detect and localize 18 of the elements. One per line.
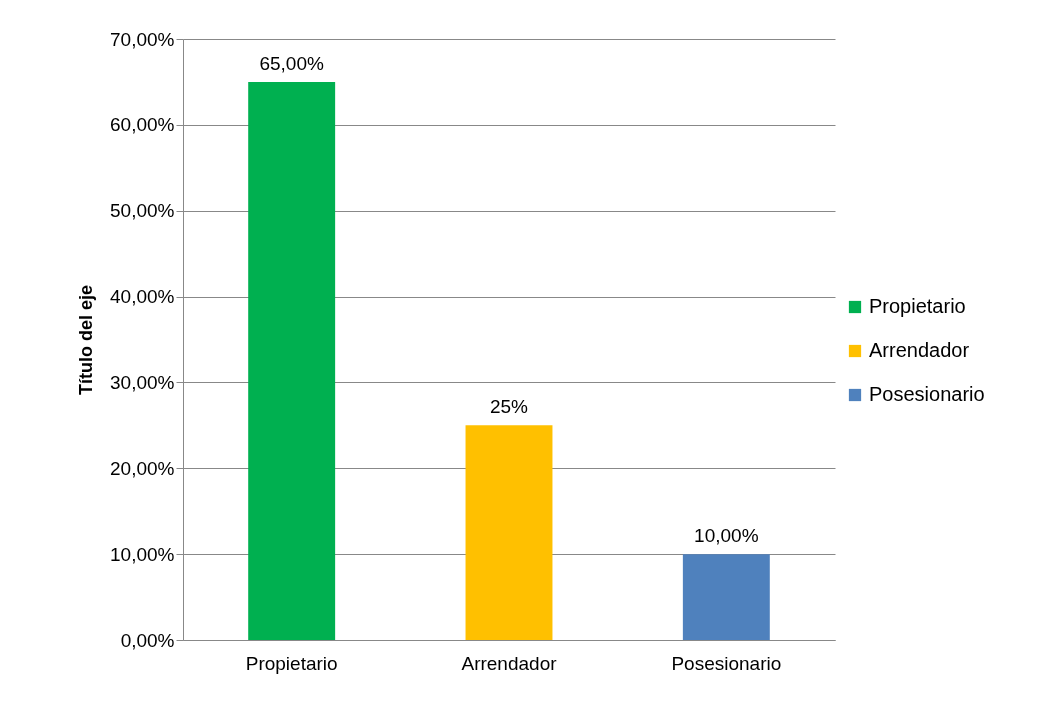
legend-label: Posesionario	[869, 383, 985, 405]
x-tick-label: Posesionario	[671, 652, 782, 674]
y-tick-label: 10,00%	[110, 543, 175, 565]
legend-label: Arrendador	[869, 339, 970, 361]
y-tick-label: 20,00%	[110, 457, 175, 479]
x-tick-label: Arrendador	[461, 652, 558, 674]
data-label: 65,00%	[259, 52, 324, 74]
y-tick-label: 60,00%	[110, 114, 175, 136]
legend-label: Propietario	[869, 295, 966, 317]
data-label: 10,00%	[694, 525, 759, 547]
y-tick-label: 30,00%	[110, 371, 175, 393]
y-tick-label: 0,00%	[120, 629, 175, 651]
y-tick-label: 50,00%	[110, 200, 175, 222]
y-tick-label: 40,00%	[110, 286, 175, 308]
x-tick-label: Propietario	[245, 652, 338, 674]
data-label: 25%	[489, 396, 529, 418]
y-tick-label: 70,00%	[110, 28, 175, 50]
y-axis-title: Título del eje	[76, 284, 97, 396]
